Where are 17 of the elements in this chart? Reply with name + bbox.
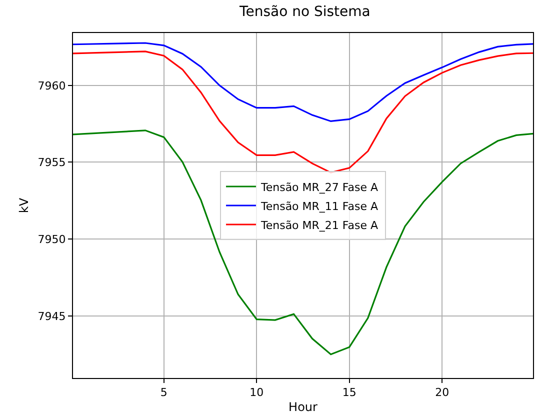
x-axis-title: Hour	[288, 400, 318, 414]
x-tick-label: 10	[250, 386, 264, 400]
y-tick-label: 7955	[38, 156, 66, 170]
x-tick-label: 15	[342, 386, 356, 400]
line-series	[73, 42, 533, 122]
y-tick-label: 7945	[38, 310, 66, 323]
y-tick-label: 7950	[38, 232, 66, 246]
legend-label: Tensão MR_27 Fase A	[260, 180, 378, 194]
chart-title: Tensão no Sistema	[238, 4, 370, 20]
legend-label: Tensão MR_11 Fase A	[260, 200, 378, 213]
line-series	[73, 130, 533, 356]
y-tick-label: 7960	[38, 79, 66, 92]
x-tick-label: 5	[160, 386, 168, 400]
legend-label: Tensão MR_21 Fase A	[260, 218, 378, 232]
x-tick-label: 20	[435, 386, 450, 400]
line-series	[73, 50, 533, 174]
y-axis-title: kV	[17, 197, 32, 214]
